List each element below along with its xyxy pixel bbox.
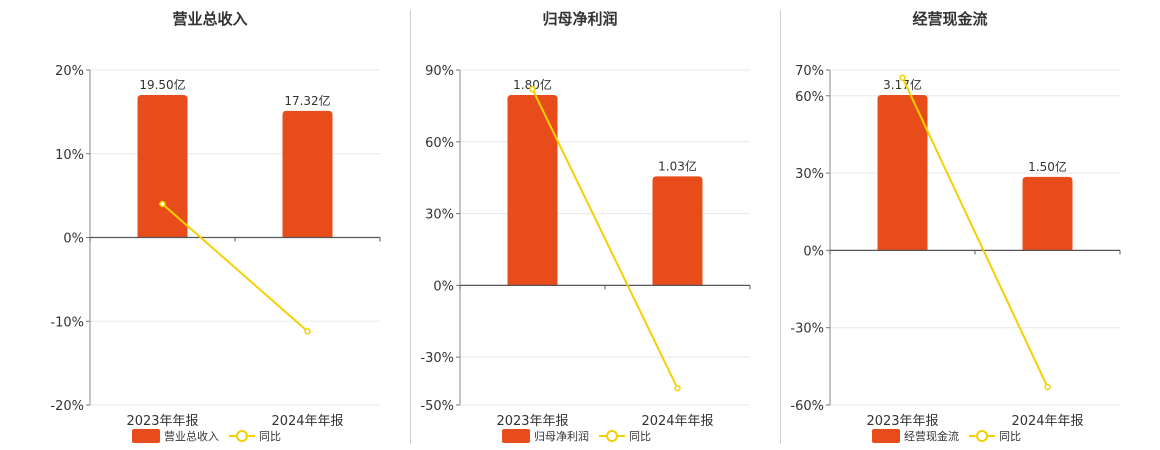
bar-data-label: 1.80亿 <box>513 77 552 92</box>
x-tick-label: 2024年年报 <box>641 414 713 429</box>
chart-title: 归母净利润 <box>542 10 617 28</box>
legend-swatch-bar <box>502 429 530 443</box>
chart-operating-cashflow: 经营现金流 70% 60% 30% 0% -30% -60% 3.17亿 1.50亿 2023年年… <box>790 10 1121 443</box>
yoy-point <box>304 328 311 335</box>
legend-swatch-marker <box>236 430 248 442</box>
y-tick-label: -30% <box>420 351 454 366</box>
y-tick-label: 60% <box>795 90 824 105</box>
chart-title: 营业总收入 <box>172 10 247 28</box>
legend-swatch-marker <box>976 430 988 442</box>
legend-label-bar: 归母净利润 <box>534 429 589 443</box>
y-tick-label: 60% <box>425 136 454 151</box>
yoy-point <box>674 385 681 392</box>
yoy-line <box>161 203 309 333</box>
y-tick-label: 70% <box>795 64 824 79</box>
legend-swatch-bar <box>872 429 900 443</box>
x-tick-label: 2023年年报 <box>866 414 938 429</box>
panel-divider <box>410 10 411 444</box>
y-tick-label: 30% <box>795 167 824 182</box>
bar-data-label: 3.17亿 <box>883 77 922 92</box>
panel-divider <box>780 10 781 444</box>
bar-data-label: 1.50亿 <box>1028 159 1067 174</box>
chart-revenue: 营业总收入 20% 10% 0% -10% -20% 19.50亿 17.32亿 2023年年报… <box>50 10 381 443</box>
legend-label-bar: 营业总收入 <box>164 429 219 443</box>
y-tick-label: -10% <box>50 315 84 330</box>
bar <box>282 110 333 238</box>
y-tick-label: -20% <box>50 399 84 414</box>
x-tick-label: 2024年年报 <box>1011 414 1083 429</box>
legend-swatch-marker <box>606 430 618 442</box>
y-tick-label: 20% <box>55 64 84 79</box>
yoy-line <box>531 88 679 389</box>
x-tick-label: 2024年年报 <box>271 414 343 429</box>
y-tick-label: 0% <box>63 232 84 247</box>
y-tick-label: 0% <box>433 279 454 294</box>
bar <box>652 176 703 286</box>
yoy-point <box>899 74 906 81</box>
bar-data-label: 17.32亿 <box>284 93 330 108</box>
yoy-line <box>901 77 1049 388</box>
yoy-point <box>1044 383 1051 391</box>
x-tick-label: 2023年年报 <box>496 414 568 429</box>
x-tick-label: 2023年年报 <box>126 414 198 429</box>
bar-data-label: 1.03亿 <box>658 158 697 173</box>
chart-title: 经营现金流 <box>912 10 987 28</box>
y-tick-label: -30% <box>790 322 824 337</box>
bar <box>1022 176 1073 251</box>
legend-label-line: 同比 <box>999 430 1021 443</box>
bar <box>507 95 558 286</box>
yoy-point <box>159 200 166 208</box>
bar <box>137 95 188 238</box>
y-tick-label: 0% <box>803 244 824 259</box>
legend-swatch-bar <box>132 429 160 443</box>
bar-data-label: 19.50亿 <box>139 77 185 92</box>
y-tick-label: 90% <box>425 64 454 79</box>
chart-net-profit: 归母净利润 90% 60% 30% 0% -30% -50% 1.80亿 1.03亿 2023年年… <box>420 10 751 443</box>
y-tick-label: 30% <box>425 208 454 223</box>
yoy-point <box>529 85 536 93</box>
y-tick-label: 10% <box>55 148 84 163</box>
bar <box>877 95 928 251</box>
legend-label-line: 同比 <box>629 430 651 443</box>
y-tick-label: -60% <box>790 399 824 414</box>
y-tick-label: -50% <box>420 399 454 414</box>
legend-label-bar: 经营现金流 <box>904 429 959 443</box>
legend-label-line: 同比 <box>259 430 281 443</box>
